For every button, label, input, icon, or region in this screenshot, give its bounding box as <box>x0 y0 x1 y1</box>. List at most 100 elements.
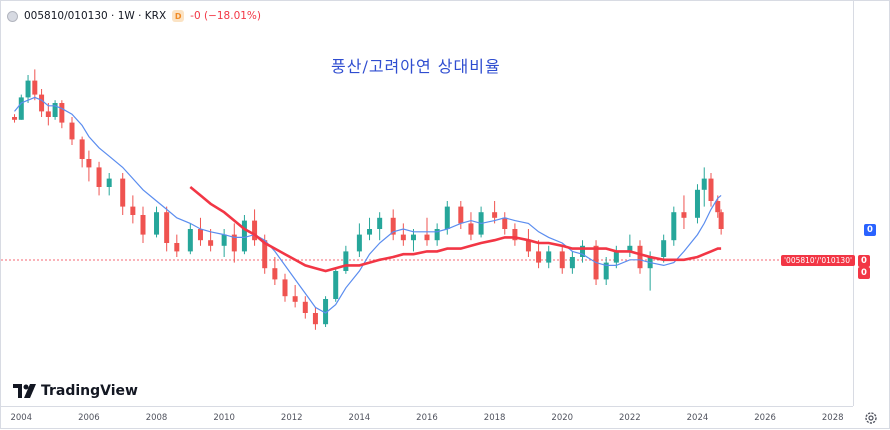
candle-body <box>262 240 268 269</box>
x-tick-label: 2014 <box>348 413 371 423</box>
candle-body <box>187 229 193 252</box>
candle-body <box>86 159 92 168</box>
data-delay-badge[interactable]: D <box>172 10 185 22</box>
candle-body <box>410 234 416 241</box>
current-price-badge: 0 <box>858 255 870 267</box>
candle-body <box>681 212 687 218</box>
candle-body <box>312 313 318 325</box>
candle-body <box>39 94 45 112</box>
candle-body <box>627 245 633 252</box>
x-tick-label: 2004 <box>10 413 33 423</box>
candle-body <box>377 217 383 229</box>
candle-body <box>458 206 464 224</box>
chart-title: 풍산/고려아연 상대비율 <box>331 57 501 76</box>
price-scale[interactable]: 0 0 0 <box>853 1 890 406</box>
candle-body <box>59 103 65 123</box>
tradingview-logo-icon <box>13 384 36 398</box>
candle-body <box>79 139 85 159</box>
candle-body <box>25 80 31 98</box>
candle-body <box>569 257 575 269</box>
x-tick-label: 2010 <box>213 413 235 423</box>
candle-body <box>559 251 565 269</box>
candle-body <box>434 229 440 241</box>
candle-body <box>468 223 474 235</box>
candle-body <box>252 220 258 241</box>
x-tick-label: 2016 <box>416 413 438 423</box>
candle-body <box>708 178 714 201</box>
candle-body <box>140 215 146 235</box>
chart-header: 005810/010130 · 1W · KRX D -0 (−18.01%) <box>7 7 261 25</box>
candle-body <box>32 80 38 95</box>
candle-body <box>512 229 518 241</box>
candle-body <box>536 251 542 263</box>
candle-body <box>120 178 126 207</box>
gear-icon[interactable] <box>863 410 879 426</box>
price-change: -0 (−18.01%) <box>190 10 262 22</box>
symbol-icon <box>7 10 18 22</box>
fast-moving-average-line <box>14 96 722 314</box>
x-tick-label: 2020 <box>551 413 574 423</box>
candle-body <box>292 296 298 302</box>
candle-body <box>221 234 227 246</box>
upper-price-badge: 0 <box>864 224 876 236</box>
candle-body <box>546 251 552 263</box>
candle-body <box>208 240 214 246</box>
candle-body <box>390 217 396 235</box>
slow-moving-average-line <box>189 185 722 273</box>
candle-body <box>231 234 237 252</box>
tradingview-wordmark: TradingView <box>41 383 138 399</box>
candle-body <box>154 212 160 235</box>
candle-body <box>197 229 203 241</box>
candle-body <box>525 240 531 252</box>
candle-body <box>694 189 700 218</box>
x-tick-label: 2028 <box>821 413 844 423</box>
x-tick-label: 2022 <box>619 413 641 423</box>
candle-body <box>164 212 170 243</box>
candle-body <box>12 117 18 120</box>
candle-body <box>367 229 373 235</box>
time-scale[interactable]: 2004 2006 2008 2010 2012 2014 2016 2018 2020 2022… <box>1 406 853 430</box>
candle-body <box>69 122 75 140</box>
candle-body <box>580 245 586 257</box>
candle-body <box>637 245 643 269</box>
candles <box>12 69 724 330</box>
plot-area[interactable] <box>1 1 853 406</box>
candle-body <box>400 234 406 241</box>
candle-body <box>96 167 102 187</box>
candle-body <box>671 212 677 241</box>
candle-body <box>241 220 247 252</box>
candle-body <box>502 217 508 229</box>
candle-body <box>323 299 329 325</box>
candle-body <box>424 234 430 241</box>
candle-body <box>603 262 609 280</box>
tradingview-logo[interactable]: TradingView <box>13 383 138 399</box>
candle-body <box>18 97 24 120</box>
x-tick-label: 2012 <box>280 413 303 423</box>
candle-body <box>45 111 51 117</box>
candle-body <box>333 271 339 299</box>
secondary-price-badge: 0 <box>858 267 870 279</box>
x-tick-label: 2024 <box>686 413 709 423</box>
candle-body <box>444 206 450 229</box>
candle-body <box>701 178 707 190</box>
candle-body <box>718 212 724 229</box>
x-tick-label: 2006 <box>78 413 100 423</box>
candle-body <box>356 234 362 252</box>
candle-body <box>661 240 667 257</box>
x-tick-label: 2018 <box>483 413 506 423</box>
candle-body <box>106 178 112 187</box>
candle-body <box>130 206 136 215</box>
candle-body <box>174 243 180 252</box>
candle-body <box>613 251 619 263</box>
candle-body <box>52 103 58 117</box>
series-label-tag: '005810'/'010130' <box>781 255 856 266</box>
x-tick-label: 2008 <box>145 413 168 423</box>
candle-body <box>715 201 721 213</box>
candle-body <box>492 212 498 218</box>
candle-body <box>343 251 349 271</box>
candle-body <box>282 279 288 297</box>
symbol-label[interactable]: 005810/010130 · 1W · KRX <box>24 10 167 22</box>
candle-body <box>302 301 308 313</box>
candle-body <box>272 268 278 280</box>
